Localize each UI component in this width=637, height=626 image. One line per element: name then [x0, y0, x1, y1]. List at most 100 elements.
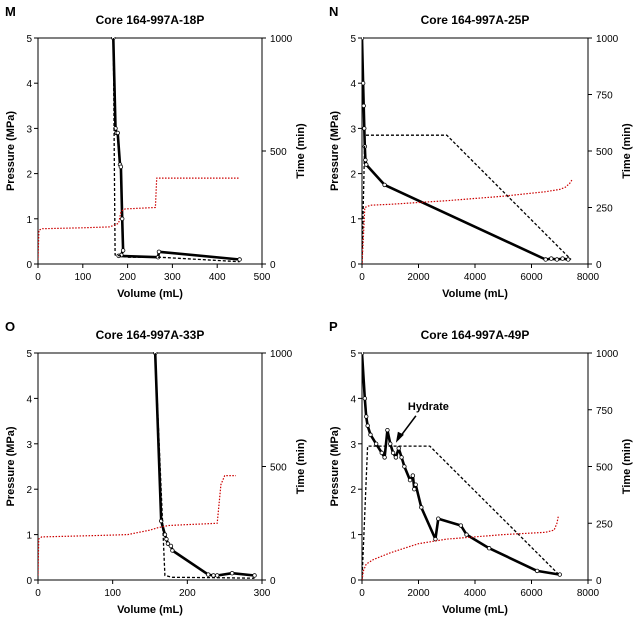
series-volume-line [38, 177, 240, 260]
y2-tick-label: 500 [270, 147, 287, 158]
y2-tick-label: 0 [596, 260, 602, 271]
series-pressure-point [396, 446, 401, 451]
y-tick-label: 0 [26, 260, 32, 271]
y-tick-label: 0 [350, 260, 356, 271]
x-tick-label: 200 [179, 588, 196, 599]
y2-tick-label: 1000 [270, 349, 293, 360]
series-pressure-point [252, 573, 257, 578]
y2-tick-label: 1000 [596, 349, 619, 360]
series-pressure-line [112, 37, 240, 261]
series-time-line [362, 134, 572, 265]
series-pressure-point [412, 487, 417, 492]
y2-axis-label: Time (min) [621, 123, 633, 179]
y2-tick-label: 500 [596, 147, 613, 158]
x-tick-label: 6000 [520, 588, 543, 599]
series-pressure-point [436, 516, 441, 521]
y-axis-label: Pressure (MPa) [5, 111, 17, 191]
series-pressure-point [362, 352, 365, 356]
x-axis-label: Volume (mL) [117, 604, 183, 616]
x-tick-label: 2000 [407, 588, 430, 599]
x-tick-label: 8000 [577, 272, 600, 283]
chart-title: Core 164-997A-33P [96, 328, 205, 342]
y-tick-label: 4 [26, 79, 32, 90]
plot-frame [361, 37, 589, 265]
series-pressure-point [373, 441, 379, 446]
series-volume-line [362, 516, 559, 581]
x-tick-label: 0 [359, 272, 365, 283]
x-tick-label: 400 [209, 272, 226, 283]
y-tick-label: 5 [26, 349, 32, 360]
y-tick-label: 5 [350, 349, 356, 360]
series-pressure-point [362, 37, 365, 41]
series-pressure-point [410, 473, 416, 478]
series-pressure-point [214, 573, 220, 578]
y-tick-label: 1 [26, 215, 32, 226]
series-pressure-point [206, 572, 211, 577]
y-axis-label: Pressure (MPa) [329, 111, 341, 191]
series-pressure-line [362, 37, 569, 261]
panel-label: P [329, 319, 338, 334]
x-tick-label: 2000 [407, 272, 430, 283]
y2-tick-label: 500 [270, 463, 287, 474]
series-pressure-line [362, 352, 561, 576]
series-pressure-point [566, 257, 571, 262]
series-pressure-point [543, 257, 548, 262]
series-pressure-point [229, 570, 235, 576]
chart-title: Core 164-997A-18P [96, 13, 205, 27]
series-pressure-point [362, 103, 366, 108]
y-axis-label: Pressure (MPa) [5, 426, 17, 506]
series-pressure-point [165, 541, 171, 546]
series-pressure-point [486, 546, 492, 551]
y-tick-label: 4 [350, 79, 356, 90]
series-pressure-point [549, 256, 554, 261]
y-tick-label: 0 [350, 576, 356, 587]
series-pressure-point [364, 414, 369, 419]
series-pressure-point [120, 248, 126, 253]
series-pressure-point [115, 130, 120, 136]
series-pressure-line [153, 352, 255, 577]
x-axis-label: Volume (mL) [442, 604, 508, 616]
series-pressure-point [211, 573, 216, 578]
x-tick-label: 0 [359, 588, 365, 599]
series-pressure-point [413, 482, 418, 487]
y2-tick-label: 250 [596, 519, 613, 530]
y-tick-label: 5 [26, 34, 32, 45]
y2-tick-label: 0 [270, 576, 276, 587]
y-tick-label: 3 [350, 124, 356, 135]
y2-tick-label: 250 [596, 204, 613, 215]
series-pressure-point [399, 455, 404, 460]
series-pressure-point [560, 256, 565, 261]
plot-frame [37, 37, 263, 265]
x-tick-label: 0 [35, 588, 41, 599]
series-volume-line [362, 178, 574, 265]
series-pressure-point [164, 536, 169, 542]
y2-tick-label: 1000 [596, 34, 619, 45]
x-axis-label: Volume (mL) [117, 288, 183, 300]
y2-tick-label: 0 [596, 576, 602, 587]
x-axis-label: Volume (mL) [442, 288, 508, 300]
panel-label: O [5, 319, 15, 334]
annotation-arrowhead [395, 431, 404, 443]
y-tick-label: 1 [350, 531, 356, 542]
series-pressure-point [362, 396, 368, 401]
series-pressure-point [170, 548, 175, 553]
series-pressure-point [364, 162, 369, 167]
series-pressure-point [168, 543, 174, 549]
y-tick-label: 5 [350, 34, 356, 45]
series-pressure-point [362, 126, 367, 131]
series-time-line [154, 352, 255, 579]
series-pressure-point [382, 455, 387, 460]
series-time-line [362, 445, 561, 581]
series-pressure-point [390, 450, 396, 456]
x-tick-label: 4000 [464, 272, 487, 283]
y2-tick-label: 750 [596, 91, 613, 102]
y-tick-label: 2 [350, 170, 356, 181]
panel-label: M [5, 4, 16, 19]
series-pressure-point [393, 455, 399, 460]
x-tick-label: 0 [35, 272, 41, 283]
y-tick-label: 4 [350, 394, 356, 405]
chart-title: Core 164-997A-25P [421, 13, 530, 27]
y-tick-label: 2 [26, 485, 32, 496]
